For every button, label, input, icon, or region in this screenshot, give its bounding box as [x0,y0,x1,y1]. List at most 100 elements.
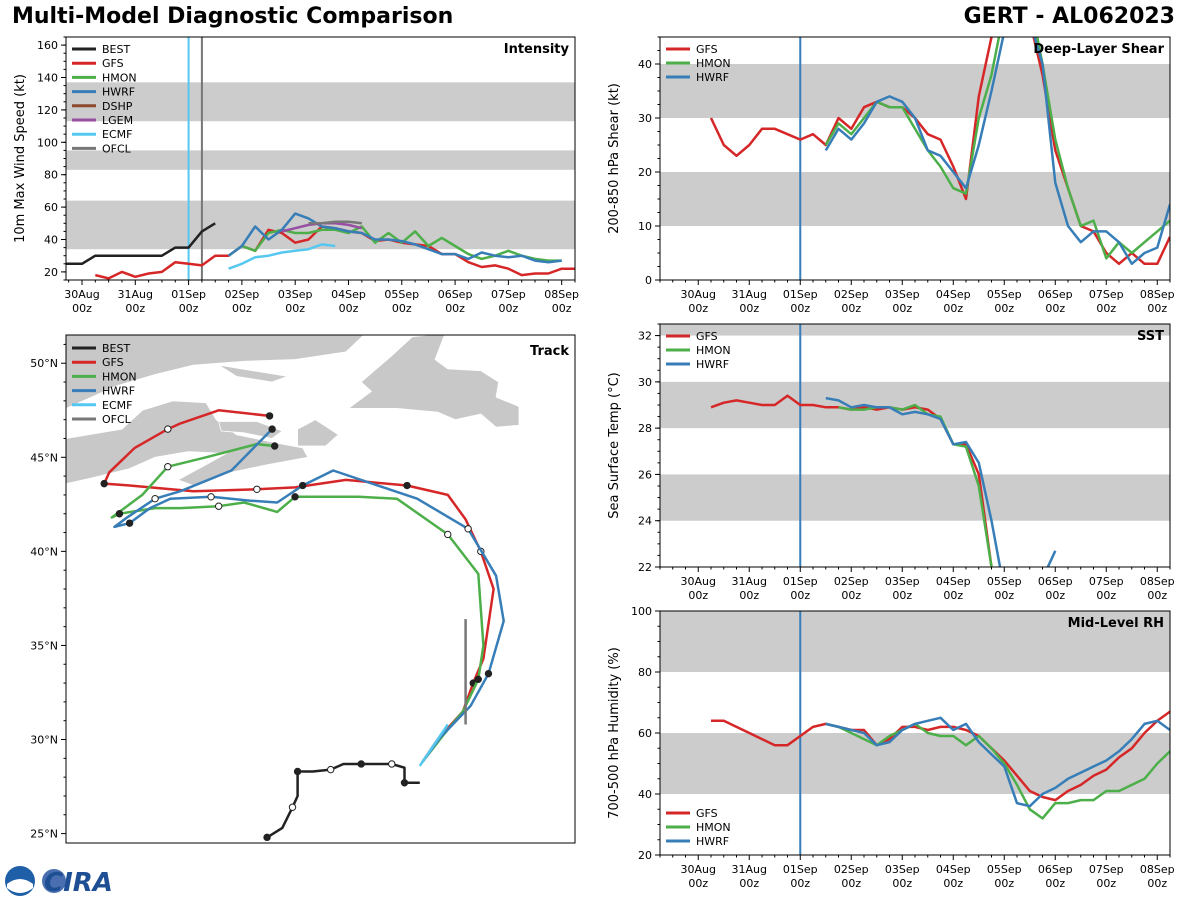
plot-area [660,37,1170,280]
y-axis-label: 10m Max Wind Speed (kt) [13,74,28,243]
x-tick-label-date: 08Sep [1140,863,1175,876]
y-tick-label: 120 [37,104,58,117]
x-tick-label-hour: 00z [739,302,759,315]
plot-area [66,37,575,280]
x-tick-label-date: 03Sep [278,288,313,301]
panel-title: SST [1137,329,1164,344]
x-tick-label-date: 05Sep [987,863,1022,876]
y-tick-label: 20 [638,166,652,179]
panel-title: Track [530,344,569,359]
x-tick-label-hour: 00z [790,589,810,602]
panel-shear: 01020304030Aug00z31Aug00z01Sep00z02Sep00… [607,36,1175,315]
land-mass [66,400,309,486]
legend-label-hmon: HMON [696,344,731,357]
land-mass [297,419,339,447]
x-tick-label-hour: 00z [125,302,145,315]
legend-label-hmon: HMON [696,57,731,70]
x-tick-label-date: 05Sep [987,575,1022,588]
x-tick-label-hour: 00z [498,302,518,315]
series-line-hwrf [824,37,1170,266]
legend-label-hwrf: HWRF [696,358,729,371]
forecast-marker [464,525,472,533]
threshold-band [660,64,1170,118]
lat-tick-label: 40°N [30,545,58,558]
y-tick-label: 20 [638,849,652,862]
x-tick-label-date: 02Sep [834,575,869,588]
x-tick-label-hour: 00z [688,589,708,602]
series-line-hwrf [825,716,1170,808]
x-tick-label-date: 07Sep [491,288,526,301]
threshold-band [660,324,1170,336]
y-axis-label: Sea Surface Temp (°C) [607,372,622,519]
x-tick-label-hour: 00z [841,877,861,890]
threshold-band [660,474,1170,521]
x-tick-label-date: 01Sep [783,863,818,876]
y-tick-label: 100 [37,136,58,149]
forecast-marker [164,463,172,471]
x-tick-label-hour: 00z [1096,302,1116,315]
y-axis-label: 700-500 hPa Humidity (%) [607,647,622,819]
panel-title: Intensity [504,42,570,57]
x-tick-label-date: 05Sep [987,288,1022,301]
x-tick-label-hour: 00z [841,589,861,602]
x-tick-label-hour: 00z [892,589,912,602]
x-tick-label-hour: 00z [232,302,252,315]
y-tick-label: 100 [631,605,652,618]
y-tick-label: 26 [638,468,652,481]
threshold-band [660,172,1170,226]
y-tick-label: 80 [638,666,652,679]
y-tick-label: 40 [638,58,652,71]
legend-label-hwrf: HWRF [696,71,729,84]
x-tick-label-hour: 00z [285,302,305,315]
x-tick-label-hour: 00z [1045,589,1065,602]
x-tick-label-date: 03Sep [885,288,920,301]
forecast-marker [291,493,299,501]
series-line-gfs [711,710,1170,802]
forecast-marker [484,669,493,678]
x-tick-label-date: 31Aug [732,575,767,588]
x-tick-label-hour: 00z [552,302,572,315]
legend-label-hmon: HMON [696,821,731,834]
series-line-hmon [825,722,1170,820]
forecast-marker [253,485,261,493]
threshold-band [660,611,1170,672]
best-track-marker [388,760,396,768]
axes-frame [659,323,1171,568]
series-line-ofcl [308,220,362,225]
x-tick-label-date: 04Sep [936,863,971,876]
x-tick-label-date: 01Sep [783,575,818,588]
forecast-marker [207,493,215,501]
series-line-ecmf [228,243,336,270]
x-tick-label-date: 08Sep [1140,288,1175,301]
x-tick-label-date: 04Sep [936,288,971,301]
y-tick-label: 10 [638,220,652,233]
legend-label-ofcl: OFCL [102,413,132,426]
land-mass [218,364,289,383]
legend-label-lgem: LGEM [102,114,133,127]
y-tick-label: 160 [37,39,58,52]
x-tick-label-hour: 00z [1045,302,1065,315]
panel-title: Deep-Layer Shear [1033,42,1164,57]
lat-tick-label: 30°N [30,734,58,747]
track-line-ecmf [418,723,449,767]
best-track-marker [288,803,297,811]
x-tick-label-hour: 00z [1147,302,1167,315]
x-tick-label-date: 07Sep [1089,575,1124,588]
x-tick-label-hour: 00z [994,302,1014,315]
panel-title: Mid-Level RH [1068,616,1164,631]
legend-label-hwrf: HWRF [102,86,135,99]
x-tick-label-date: 06Sep [1038,575,1073,588]
legend-label-dshp: DSHP [102,100,133,113]
land-mass [66,335,365,409]
y-tick-label: 32 [638,330,652,343]
land-mass [347,335,520,428]
x-tick-label-date: 30Aug [681,288,716,301]
panel-track: 25°N 30°N 35°N 40°N 45°N 50°N Track [30,334,576,844]
x-tick-label-date: 06Sep [438,288,473,301]
x-tick-label-date: 02Sep [225,288,260,301]
track-line-gfs [102,409,495,763]
